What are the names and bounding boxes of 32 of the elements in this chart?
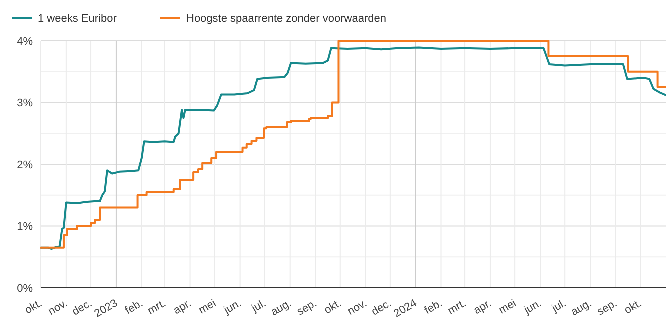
x-tick-label: jul. bbox=[549, 298, 569, 316]
x-tick-label: mei bbox=[196, 298, 218, 317]
x-tick-label: nov. bbox=[46, 298, 70, 318]
x-tick-label: jun. bbox=[522, 298, 544, 318]
x-tick-label: 2024 bbox=[392, 298, 420, 320]
x-tick-label: okt. bbox=[322, 298, 344, 317]
x-tick-label: aug. bbox=[569, 298, 594, 319]
x-tick-label: jul. bbox=[249, 298, 268, 316]
x-tick-label: apr. bbox=[472, 298, 494, 318]
x-tick-label: apr. bbox=[172, 298, 194, 318]
x-tick-label: mei bbox=[497, 298, 519, 317]
x-tick-label: feb. bbox=[422, 298, 445, 318]
x-tick-label: sep. bbox=[295, 298, 320, 318]
x-tick-label: 2023 bbox=[92, 298, 120, 320]
x-tick-label: nov. bbox=[346, 298, 370, 318]
x-tick-label: sep. bbox=[595, 298, 620, 318]
x-tick-label: aug. bbox=[269, 298, 294, 319]
x-tick-label: okt. bbox=[23, 298, 44, 317]
x-tick-label: dec. bbox=[370, 298, 394, 318]
legend-label: Hoogste spaarrente zonder voorwaarden bbox=[186, 12, 386, 25]
y-tick-label: 4% bbox=[17, 36, 34, 48]
x-tick-label: mrt. bbox=[446, 298, 468, 318]
x-tick-label: dec. bbox=[70, 298, 94, 318]
y-tick-label: 2% bbox=[17, 159, 34, 172]
x-tick-label: feb. bbox=[123, 298, 146, 318]
y-tick-label: 1% bbox=[17, 221, 34, 234]
x-tick-label: okt. bbox=[622, 298, 644, 317]
y-tick-label: 0% bbox=[17, 282, 34, 295]
x-tick-label: jun. bbox=[222, 298, 244, 318]
x-tick-label: mrt. bbox=[146, 298, 168, 318]
y-tick-label: 3% bbox=[17, 98, 34, 110]
legend-label: 1 weeks Euribor bbox=[38, 12, 118, 25]
